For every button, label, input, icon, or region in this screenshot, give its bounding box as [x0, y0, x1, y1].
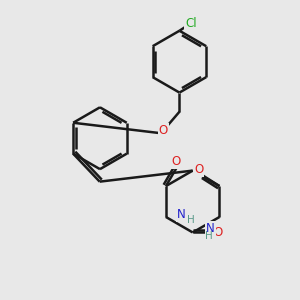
Text: H: H [205, 231, 213, 242]
Text: O: O [159, 124, 168, 137]
Text: O: O [214, 226, 223, 239]
Text: N: N [177, 208, 186, 221]
Text: H: H [187, 215, 194, 225]
Text: O: O [172, 155, 181, 168]
Text: O: O [194, 164, 203, 176]
Text: Cl: Cl [185, 17, 197, 31]
Text: N: N [206, 222, 215, 235]
